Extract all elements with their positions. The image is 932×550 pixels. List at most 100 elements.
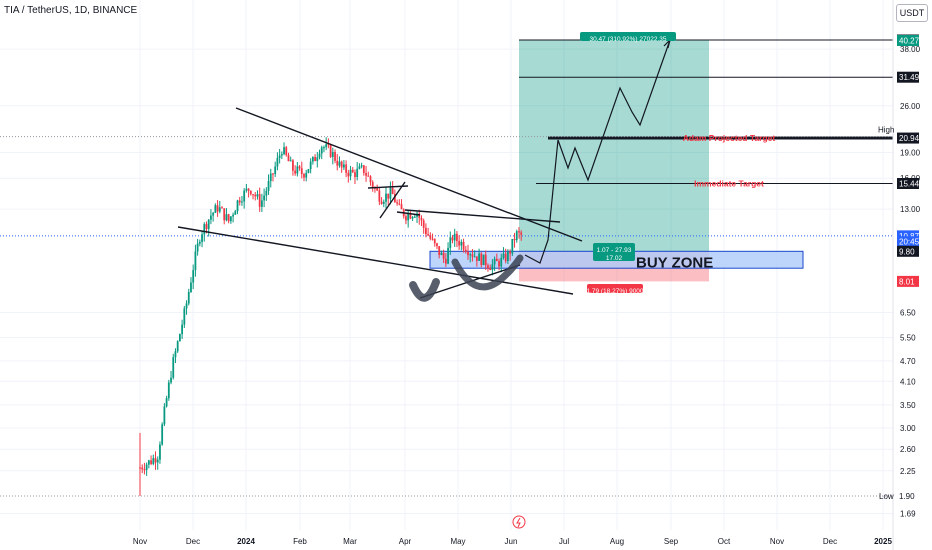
candle-body [141, 467, 144, 470]
candle-body [318, 153, 321, 158]
candle-body [236, 200, 239, 212]
candle-body [241, 201, 243, 203]
candle-body [163, 406, 166, 425]
x-tick-label: Nov [770, 537, 784, 546]
price-label: 20:45:53 [899, 238, 931, 247]
candle-body [491, 264, 494, 270]
candle-body [473, 256, 476, 258]
candle-body [451, 237, 454, 241]
candle-body [471, 254, 474, 257]
candle-body [232, 214, 234, 217]
candle-body [385, 193, 387, 202]
candle-body [478, 253, 480, 261]
candle-body [362, 165, 365, 174]
candle-body [456, 233, 458, 242]
target-zone[interactable] [519, 40, 709, 252]
candle-body [365, 173, 367, 176]
candle-body [340, 161, 343, 168]
candle-body [156, 459, 159, 463]
candle-body [420, 217, 423, 221]
candle-body [380, 201, 383, 204]
y-tick-label: 4.70 [900, 357, 916, 366]
candle-body [272, 173, 274, 175]
y-tick-label: 3.00 [900, 424, 916, 433]
price-label-bg [897, 71, 919, 83]
annotation-labels: 30.47 (310.92%) 27022.35 1.07 - 27.9317.0… [580, 32, 775, 295]
candle-body [303, 174, 305, 178]
entry-label-text: 17.02 [606, 255, 623, 262]
candle-body [436, 243, 438, 247]
target-label-text: 30.47 (310.92%) 27022.35 [590, 36, 667, 43]
price-label-bg [897, 236, 919, 248]
candle-body [469, 254, 472, 256]
candle-body [367, 175, 370, 177]
candle-body [351, 169, 354, 173]
price-label-bg [897, 490, 919, 502]
candle-body [258, 194, 261, 207]
candle-body [183, 308, 186, 325]
candle-body [243, 190, 246, 202]
candle-body [267, 181, 270, 191]
price-label: 15.44 [899, 180, 920, 189]
candle-body [515, 231, 518, 241]
time-axis: Nov Dec 2024 Feb Mar Apr May Jun Jul Aug Sep Oct Nov… [133, 515, 892, 546]
candle-body [196, 243, 199, 252]
candle-body [513, 238, 516, 241]
candle-body [342, 164, 345, 168]
candle-body [464, 249, 467, 252]
candle-body [214, 205, 217, 213]
entry-label [593, 243, 635, 261]
candle-body [413, 216, 416, 218]
y-tick-label: 13.00 [900, 205, 921, 214]
candle-body [489, 268, 492, 270]
target-name-label: Immediate Target [694, 179, 764, 189]
candle-body [511, 238, 514, 254]
x-tick-label: Jun [505, 537, 518, 546]
candle-body [205, 224, 208, 229]
x-tick-label: May [450, 537, 465, 546]
stop-label-text: 1.79 (18.27%) 9000 [586, 288, 643, 295]
candle-body [278, 155, 281, 159]
price-label-bg [897, 245, 919, 257]
candle-body [424, 227, 427, 235]
candle-body [336, 160, 339, 166]
candle-body [159, 444, 161, 460]
x-tick-label: 2024 [237, 537, 255, 546]
candle-body [409, 213, 412, 219]
trendline-drawings [177, 38, 672, 302]
candle-body [305, 172, 308, 178]
projection-path [524, 39, 671, 264]
candle-body [422, 220, 425, 228]
candle-body [480, 253, 483, 266]
x-tick-label: 2025 [874, 537, 892, 546]
candle-body [249, 190, 252, 195]
price-label-bg [897, 230, 919, 242]
candle-body [356, 168, 359, 178]
candle-body [475, 256, 478, 261]
candle-body [431, 238, 434, 240]
candle-body [227, 214, 230, 222]
currency-button[interactable]: USDT [896, 4, 928, 22]
candle-body [178, 334, 181, 342]
candle-body [145, 464, 148, 470]
candle-body [482, 254, 485, 266]
price-label: 8.01 [899, 277, 915, 286]
candle-body [210, 215, 212, 220]
candle-body [334, 151, 336, 161]
candle-body [314, 157, 316, 162]
candle-body [176, 341, 179, 352]
stop-label [587, 284, 643, 293]
candle-body [453, 233, 456, 241]
candle-body [207, 219, 210, 229]
entry-label-text: 1.07 - 27.93 [597, 247, 632, 254]
candle-body [460, 241, 463, 246]
candle-body [396, 202, 398, 204]
candle-body [174, 351, 177, 358]
candle-body [369, 176, 372, 183]
candle-body [165, 398, 168, 407]
candle-body [389, 187, 392, 199]
candle-body [407, 213, 410, 221]
candle-body [442, 252, 445, 259]
candle-body [170, 377, 172, 383]
